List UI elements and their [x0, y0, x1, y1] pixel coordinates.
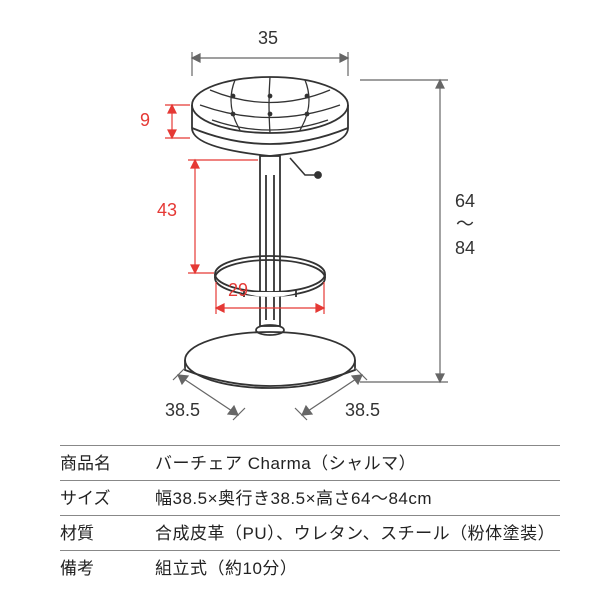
- dim-base-depth: 38.5: [165, 400, 200, 421]
- spec-label: 商品名: [60, 455, 155, 472]
- dim-seat-diameter: 35: [258, 28, 278, 49]
- spec-table: 商品名 バーチェア Charma（シャルマ） サイズ 幅38.5×奥行き38.5…: [60, 445, 560, 585]
- spec-label: 備考: [60, 560, 155, 577]
- dim-footrest-diameter: 29: [228, 280, 248, 301]
- spec-value: 合成皮革（PU）、ウレタン、スチール（粉体塗装）: [155, 525, 560, 542]
- spec-value: 組立式（約10分）: [155, 560, 560, 577]
- dim-base-width: 38.5: [345, 400, 380, 421]
- spec-value: 幅38.5×奥行き38.5×高さ64〜84cm: [155, 490, 560, 507]
- spec-row-size: サイズ 幅38.5×奥行き38.5×高さ64〜84cm: [60, 480, 560, 515]
- spec-value: バーチェア Charma（シャルマ）: [155, 455, 560, 472]
- spec-label: サイズ: [60, 490, 155, 507]
- spec-row-material: 材質 合成皮革（PU）、ウレタン、スチール（粉体塗装）: [60, 515, 560, 550]
- spec-label: 材質: [60, 525, 155, 542]
- diagram-area: 35 9 43 29 64 〜 84 38.5 38.5: [0, 20, 600, 420]
- dim-total-height: 64 〜 84: [455, 190, 475, 260]
- spec-row-name: 商品名 バーチェア Charma（シャルマ）: [60, 445, 560, 480]
- dim-pole-length: 43: [157, 200, 177, 221]
- dim-seat-height: 9: [140, 110, 150, 131]
- spec-row-notes: 備考 組立式（約10分）: [60, 550, 560, 585]
- chair-technical-drawing: [0, 20, 600, 440]
